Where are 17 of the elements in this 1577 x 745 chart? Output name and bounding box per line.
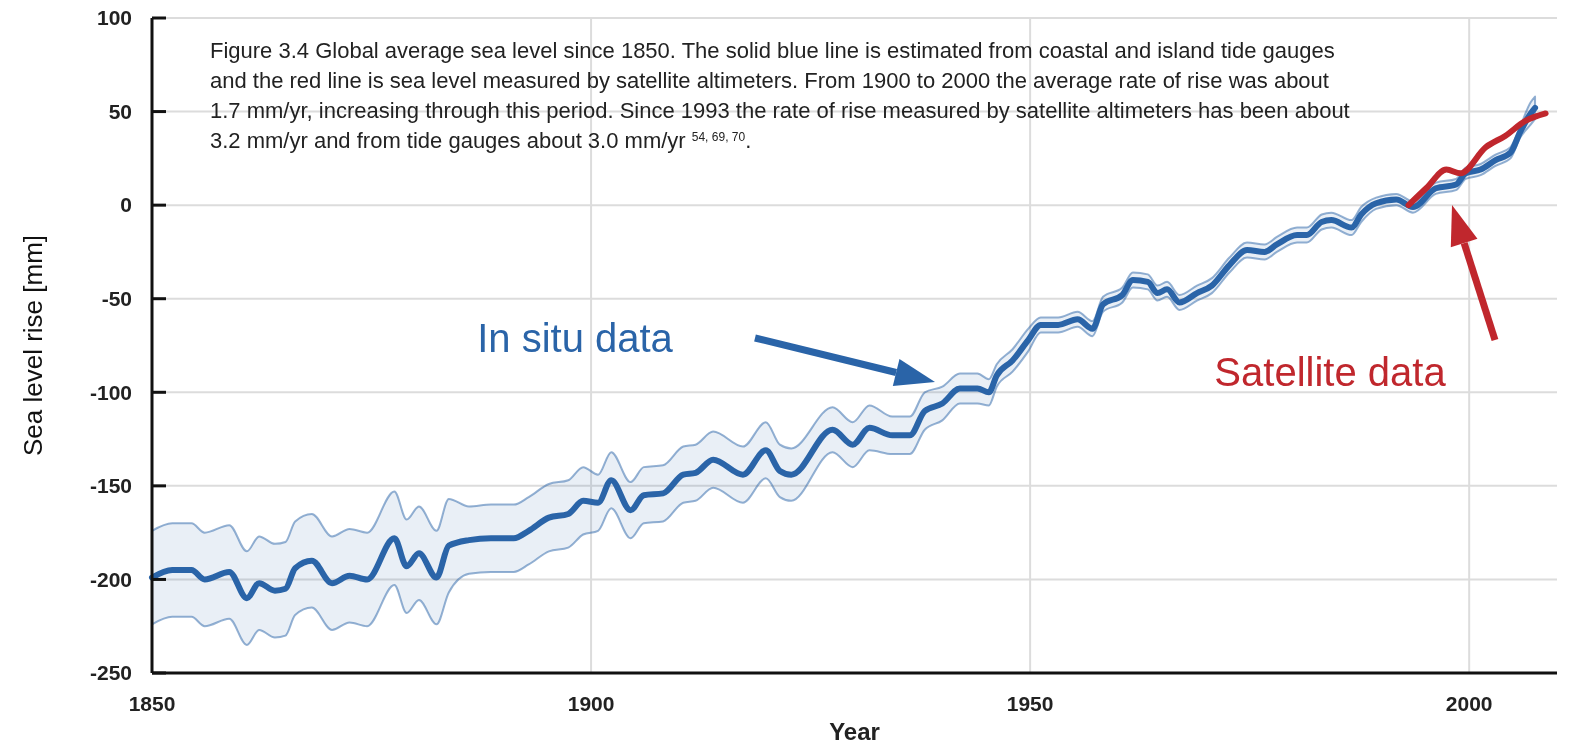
y-tick-label: -150 [89, 474, 132, 498]
y-axis-title: Sea level rise [mm] [18, 234, 48, 457]
annotation: In situ data [477, 316, 674, 360]
annotation: Figure 3.4 Global average sea level since 1850. The solid blue line is estimated from coastal and island tide gauges and the red line is sea level measured by satellite altimeters. From 1900 to 2000 the average rate of rise was about 1.7 mm/yr, increasing through this period. Since 1993 the rate of rise measured by satellite altimeters has been about 3.2 mm/yr and from tide gauges about 3.0 mm/yr $^{54, 69, 70}$. [210, 38, 1350, 153]
annotation: Satellite data [1214, 350, 1447, 394]
y-tick-label: 50 [108, 99, 132, 123]
y-tick-label: 100 [96, 6, 132, 30]
x-tick-label: 1900 [567, 692, 615, 715]
y-tick-label: -200 [89, 567, 132, 591]
x-axis-title: Year [829, 718, 880, 745]
y-tick-label: -250 [89, 661, 132, 685]
y-tick-label: 0 [120, 193, 132, 217]
y-tick-label: -100 [89, 380, 132, 404]
y-tick-label: -50 [101, 287, 132, 311]
x-tick-label: 1850 [128, 692, 176, 715]
x-tick-label: 1950 [1006, 692, 1054, 715]
x-tick-label: 2000 [1445, 692, 1493, 715]
